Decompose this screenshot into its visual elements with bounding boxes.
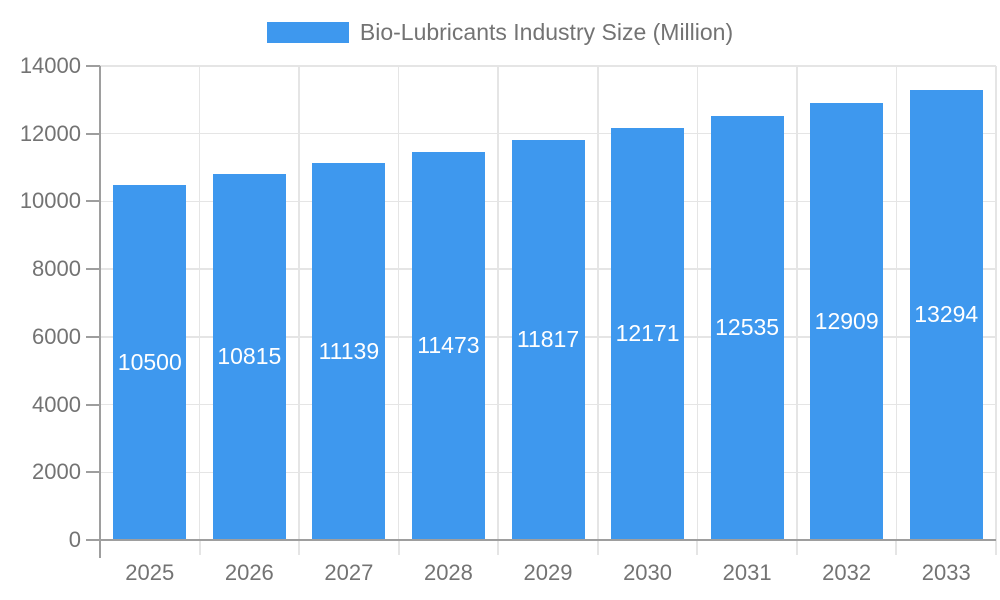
- x-axis-tick: [895, 540, 898, 555]
- v-gridline: [198, 66, 201, 540]
- y-axis-tick: [86, 132, 100, 135]
- v-gridline: [696, 66, 699, 540]
- y-tick-label: 0: [68, 527, 81, 552]
- v-gridline: [895, 66, 898, 540]
- bar-value-label: 12535: [715, 314, 780, 341]
- x-tick-label: 2025: [125, 560, 175, 585]
- y-tick-label: 8000: [32, 256, 81, 282]
- bar-2026[interactable]: 10815: [212, 173, 286, 540]
- x-tick-label: 2027: [324, 560, 374, 585]
- x-tick-label: 2030: [623, 560, 673, 585]
- bar-2028[interactable]: 11473: [411, 151, 485, 540]
- bar-value-label: 10500: [117, 348, 182, 375]
- x-axis-tick: [596, 540, 599, 555]
- x-axis-line: [86, 539, 996, 541]
- x-tick-label: 2026: [224, 560, 274, 585]
- bar-value-label: 10815: [217, 343, 282, 370]
- y-axis-line: [99, 66, 101, 558]
- x-axis-tick: [497, 540, 500, 555]
- bar-value-label: 13294: [914, 301, 979, 328]
- x-axis-tick: [696, 540, 699, 555]
- bar-2033[interactable]: 13294: [909, 89, 983, 540]
- bar-2031[interactable]: 12535: [710, 115, 784, 540]
- y-tick-label: 14000: [19, 53, 81, 78]
- v-gridline: [597, 66, 599, 540]
- x-tick-label: 2029: [523, 560, 573, 585]
- y-axis-tick: [86, 471, 100, 474]
- y-axis-tick: [86, 65, 100, 67]
- x-axis-tick: [795, 540, 798, 555]
- x-tick-label: 2032: [822, 560, 872, 585]
- v-gridline: [298, 66, 300, 540]
- y-tick-label: 10000: [19, 188, 81, 214]
- y-tick-label: 2000: [32, 459, 81, 485]
- y-tick-label: 12000: [19, 120, 81, 146]
- x-tick-label: 2028: [423, 560, 473, 585]
- x-axis-tick: [198, 540, 201, 555]
- legend[interactable]: Bio-Lubricants Industry Size (Million): [0, 19, 1000, 46]
- v-gridline: [995, 66, 997, 540]
- bar-value-label: 12909: [814, 307, 879, 334]
- legend-swatch: [266, 22, 349, 43]
- v-gridline: [796, 66, 798, 540]
- y-tick-label: 6000: [32, 323, 81, 349]
- bar-2032[interactable]: 12909: [810, 102, 884, 540]
- x-axis-tick: [397, 540, 400, 555]
- h-gridline: [100, 65, 996, 67]
- x-axis-tick: [298, 540, 301, 555]
- legend-label: Bio-Lubricants Industry Size (Million): [359, 19, 734, 45]
- bar-value-label: 11817: [516, 326, 580, 353]
- x-tick-label: 2033: [921, 560, 971, 585]
- x-tick-label: 2031: [722, 560, 772, 585]
- bar-2030[interactable]: 12171: [611, 127, 685, 540]
- bar-2027[interactable]: 11139: [312, 162, 386, 540]
- y-axis-tick: [86, 335, 100, 338]
- bar-value-label: 12171: [615, 320, 680, 347]
- y-axis-tick: [86, 268, 100, 271]
- y-axis-tick: [86, 403, 100, 406]
- v-gridline: [497, 66, 499, 540]
- bar-value-label: 11139: [318, 337, 380, 364]
- v-gridline: [397, 66, 400, 540]
- bar-2025[interactable]: 10500: [113, 184, 187, 540]
- bar-value-label: 11473: [417, 332, 480, 359]
- y-axis-tick: [86, 200, 100, 203]
- bar-2029[interactable]: 11817: [511, 139, 585, 540]
- h-gridline: [100, 132, 996, 135]
- x-axis-tick: [995, 540, 997, 555]
- y-tick-label: 4000: [32, 391, 81, 417]
